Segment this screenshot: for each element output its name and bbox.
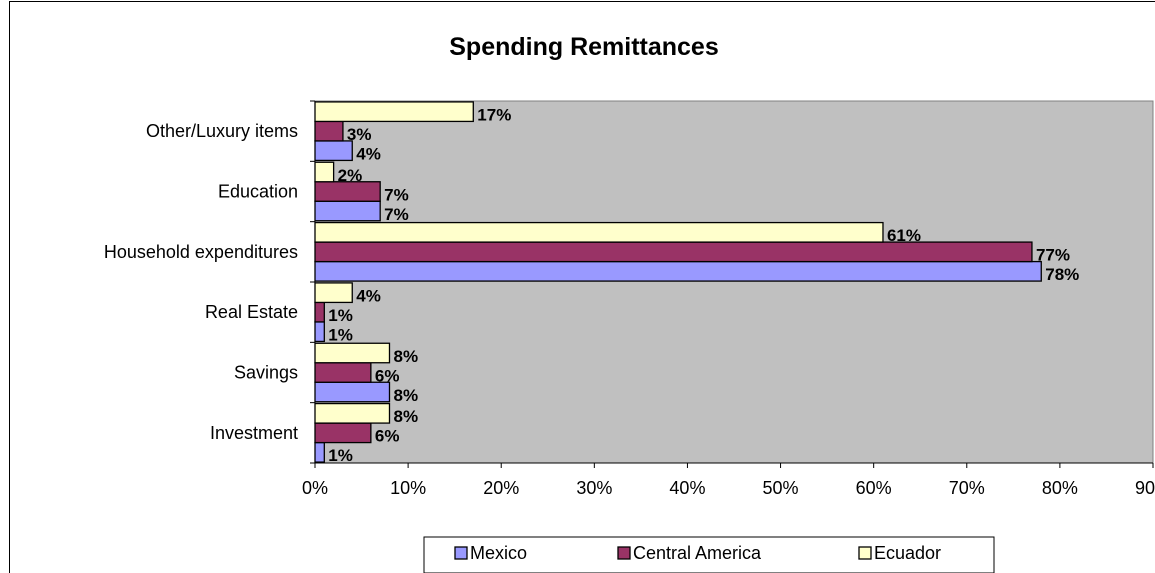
data-label-ecuador-savings: 8% — [393, 347, 418, 366]
data-label-central-america-other-luxury-items: 3% — [347, 125, 372, 144]
bar-central-america-real-estate — [314, 301, 325, 323]
bar-central-america-other-luxury-items — [314, 120, 344, 142]
data-label-mexico-real-estate: 1% — [328, 325, 353, 344]
bar-mexico-education — [314, 200, 381, 222]
data-label-mexico-investment: 1% — [328, 446, 353, 465]
data-label-ecuador-household-expenditures: 61% — [887, 226, 921, 245]
bar-mexico-investment — [314, 441, 325, 463]
data-label-mexico-other-luxury-items: 4% — [356, 144, 381, 163]
x-tick-label: 70% — [949, 478, 985, 498]
bar-ecuador-education — [314, 161, 335, 183]
data-label-ecuador-other-luxury-items: 17% — [477, 105, 511, 124]
data-label-ecuador-education: 2% — [338, 166, 363, 185]
data-label-central-america-household-expenditures: 77% — [1036, 246, 1070, 265]
chart-frame — [9, 1, 1155, 573]
data-label-central-america-savings: 6% — [375, 366, 400, 385]
data-label-central-america-education: 7% — [384, 185, 409, 204]
bar-mexico-real-estate — [314, 321, 325, 343]
x-tick-label: 50% — [763, 478, 799, 498]
category-label-savings: Savings — [234, 363, 298, 383]
legend-label-mexico: Mexico — [470, 543, 527, 563]
bar-ecuador-other-luxury-items — [314, 101, 474, 123]
x-tick-label: 60% — [856, 478, 892, 498]
legend-box — [423, 536, 995, 573]
data-label-central-america-investment: 6% — [375, 427, 400, 446]
legend-label-ecuador: Ecuador — [874, 543, 941, 563]
legend-swatch-ecuador — [858, 546, 872, 560]
x-tick-label: 30% — [576, 478, 612, 498]
bar-ecuador-investment — [314, 402, 391, 424]
category-label-other-luxury-items: Other/Luxury items — [146, 121, 298, 141]
bar-central-america-investment — [314, 422, 372, 444]
bar-ecuador-household-expenditures — [314, 221, 884, 243]
chart-title: Spending Remittances — [449, 33, 719, 61]
category-label-real-estate: Real Estate — [205, 302, 298, 322]
legend-swatch-mexico — [454, 546, 468, 560]
x-tick-label: 20% — [483, 478, 519, 498]
bars-group: 1%6%8%8%6%8%1%1%4%78%77%61%7%7%2%4%3%17% — [314, 101, 1079, 465]
category-label-household-expenditures: Household expenditures — [104, 242, 298, 262]
data-label-mexico-education: 7% — [384, 205, 409, 224]
x-tick-label: 90% — [1135, 478, 1155, 498]
bar-mexico-household-expenditures — [314, 260, 1042, 282]
category-label-investment: Investment — [210, 423, 298, 443]
bar-ecuador-real-estate — [314, 282, 353, 304]
plot-area — [314, 100, 1154, 464]
bar-central-america-savings — [314, 362, 372, 383]
legend-swatch-central-america — [617, 546, 631, 560]
data-label-central-america-real-estate: 1% — [328, 306, 353, 325]
data-label-ecuador-investment: 8% — [393, 407, 418, 426]
legend-label-central-america: Central America — [633, 543, 762, 563]
x-tick-label: 40% — [669, 478, 705, 498]
bar-ecuador-savings — [314, 342, 391, 364]
data-label-mexico-household-expenditures: 78% — [1045, 265, 1079, 284]
x-tick-label: 10% — [390, 478, 426, 498]
axes-group: Investment Savings Real Estate Household ex… — [104, 100, 1155, 498]
x-tick-label: 0% — [302, 478, 328, 498]
data-label-mexico-savings: 8% — [393, 386, 418, 405]
x-tick-label: 80% — [1042, 478, 1078, 498]
data-label-ecuador-real-estate: 4% — [356, 286, 381, 305]
category-label-education: Education — [218, 182, 298, 202]
legend: Mexico Central America Ecuador — [423, 536, 995, 573]
bar-central-america-household-expenditures — [314, 241, 1033, 263]
